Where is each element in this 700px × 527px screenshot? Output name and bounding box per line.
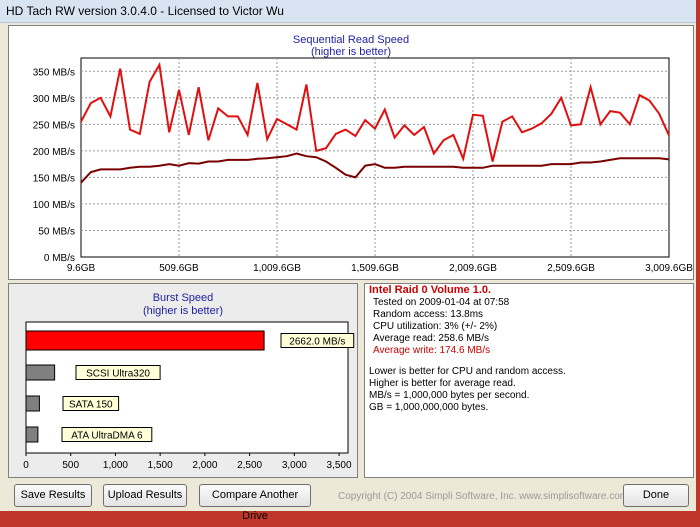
cpu-utilization-text: CPU utilization: 3% (+/- 2%) <box>373 321 498 332</box>
done-button[interactable]: Done <box>623 484 689 507</box>
note-line: GB = 1,000,000,000 bytes. <box>369 402 489 413</box>
seq-y-tick-label: 150 MB/s <box>33 173 75 184</box>
seq-x-tick-label: 2,009.6GB <box>449 263 497 274</box>
seq-y-tick-label: 250 MB/s <box>33 120 75 131</box>
seq-x-tick-label: 509.6GB <box>159 263 199 274</box>
burst-bar-label: SATA 150 <box>69 400 113 411</box>
seq-x-tick-label: 9.6GB <box>67 263 96 274</box>
burst-speed-chart: Burst Speed (higher is better) 2662.0 MB… <box>23 292 355 471</box>
burst-bar-label: ATA UltraDMA 6 <box>71 431 143 442</box>
seq-chart-subtitle: (higher is better) <box>311 46 391 58</box>
seq-y-tick-label: 100 MB/s <box>33 200 75 211</box>
seq-y-tick-label: 50 MB/s <box>38 226 75 237</box>
title-bar: HD Tach RW version 3.0.4.0 - Licensed to… <box>0 0 696 23</box>
seq-read-series-line <box>80 61 670 163</box>
seq-x-tick-label: 1,509.6GB <box>351 263 399 274</box>
seq-y-tick-label: 200 MB/s <box>33 147 75 158</box>
seq-y-tick-label: 300 MB/s <box>33 94 75 105</box>
burst-bar-label-box <box>61 427 153 442</box>
seq-chart-title: Sequential Read Speed <box>293 34 409 46</box>
average-write-text: Average write: 174.6 MB/s <box>373 345 491 356</box>
tested-on-text: Tested on 2009-01-04 at 07:58 <box>373 297 510 308</box>
seq-x-tick-label: 1,009.6GB <box>253 263 301 274</box>
burst-bar <box>25 330 265 351</box>
burst-bar <box>25 426 39 443</box>
burst-speed-panel: Burst Speed (higher is better) 2662.0 MB… <box>8 283 358 478</box>
test-info-panel: Intel Raid 0 Volume 1.0. Tested on 2009-… <box>364 283 694 478</box>
burst-x-tick-label: 2,000 <box>192 460 217 471</box>
save-results-button[interactable]: Save Results <box>14 484 92 507</box>
burst-chart-title: Burst Speed <box>153 292 214 304</box>
burst-x-tick-label: 0 <box>23 460 29 471</box>
note-line: MB/s = 1,000,000 bytes per second. <box>369 390 530 401</box>
copyright-text: Copyright (C) 2004 Simpli Software, Inc.… <box>338 491 629 502</box>
burst-chart-subtitle: (higher is better) <box>143 305 223 317</box>
seq-x-tick-label: 3,009.6GB <box>645 263 693 274</box>
burst-bar-label-box <box>62 396 120 411</box>
seq-y-tick-label: 0 MB/s <box>44 253 75 264</box>
window-title: HD Tach RW version 3.0.4.0 - Licensed to… <box>6 4 284 18</box>
burst-bar-label: SCSI Ultra320 <box>86 369 150 380</box>
compare-another-drive-button[interactable]: Compare Another Drive <box>199 484 311 522</box>
upload-results-button[interactable]: Upload Results <box>103 484 187 507</box>
burst-x-tick-label: 1,000 <box>103 460 128 471</box>
burst-x-tick-label: 3,000 <box>282 460 307 471</box>
burst-bar <box>25 395 40 412</box>
note-line: Lower is better for CPU and random acces… <box>369 366 566 377</box>
sequential-read-panel: Sequential Read Speed (higher is better)… <box>8 25 694 280</box>
burst-x-tick-label: 1,500 <box>148 460 173 471</box>
burst-x-tick-label: 2,500 <box>237 460 262 471</box>
burst-bar-label-box <box>280 333 355 348</box>
burst-x-tick-label: 500 <box>62 460 79 471</box>
burst-x-tick-label: 3,500 <box>327 460 352 471</box>
burst-bar-label: 2662.0 MB/s <box>289 337 345 348</box>
burst-bar-label-box <box>75 365 161 380</box>
burst-bar <box>25 364 56 381</box>
sequential-read-chart: Sequential Read Speed (higher is better)… <box>33 34 693 274</box>
drive-heading: Intel Raid 0 Volume 1.0. <box>369 284 492 296</box>
average-read-text: Average read: 258.6 MB/s <box>373 333 489 344</box>
seq-write-series-line <box>80 152 670 184</box>
seq-y-tick-label: 350 MB/s <box>33 67 75 78</box>
note-line: Higher is better for average read. <box>369 378 516 389</box>
random-access-text: Random access: 13.8ms <box>373 309 484 320</box>
seq-x-tick-label: 2,509.6GB <box>547 263 595 274</box>
